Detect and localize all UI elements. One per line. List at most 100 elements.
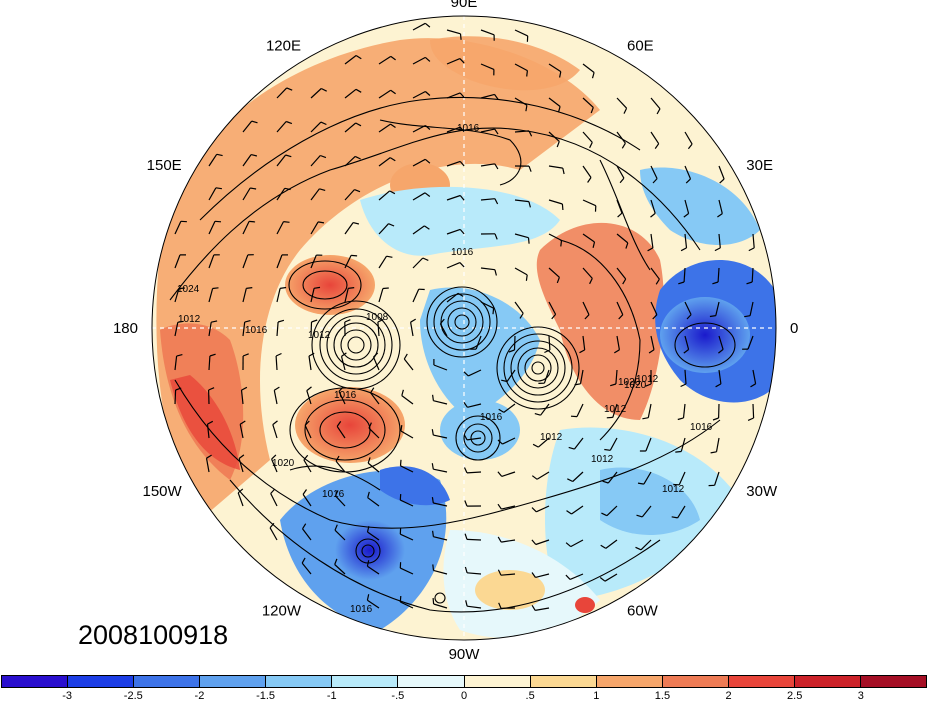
isobar-label: 1012 xyxy=(604,404,627,415)
wind-barb xyxy=(433,364,448,371)
wind-barb-flag xyxy=(388,223,395,227)
wind-barb-flag xyxy=(744,315,751,318)
wind-barb-flag xyxy=(206,454,212,459)
wind-barb xyxy=(276,154,287,167)
wind-barb xyxy=(378,89,392,99)
wind-barb xyxy=(272,424,278,439)
wind-barb-flag xyxy=(432,530,434,537)
wind-barb-flag xyxy=(275,352,282,357)
wind-barb-flag xyxy=(551,314,557,320)
wind-barb-flag xyxy=(686,314,692,320)
wind-barb xyxy=(340,356,346,371)
wind-barb-flag xyxy=(602,480,609,484)
wind-barb-flag xyxy=(635,546,642,551)
wind-barb xyxy=(310,321,313,337)
wind-barb-flag xyxy=(286,87,293,91)
wind-barb-flag xyxy=(561,203,564,211)
longitude-label: 60E xyxy=(627,38,654,55)
wind-barb-flag xyxy=(498,408,505,413)
wind-barb-flag xyxy=(341,352,347,357)
wind-barb xyxy=(242,154,252,167)
wind-barb xyxy=(684,165,692,180)
wind-barb xyxy=(237,492,244,507)
wind-barb-flag xyxy=(677,417,684,421)
longitude-label: 30W xyxy=(746,483,778,500)
wind-barb xyxy=(276,121,287,133)
wind-barb xyxy=(242,254,249,269)
wind-barb xyxy=(645,437,652,452)
wind-barb-flag xyxy=(544,349,551,354)
wind-barb-flag xyxy=(528,130,533,137)
wind-barb xyxy=(344,288,349,303)
wind-barb xyxy=(718,233,721,248)
wind-barb-flag xyxy=(601,512,608,517)
wind-barb-flag xyxy=(579,349,585,354)
wind-barb xyxy=(718,369,722,384)
wind-barb xyxy=(433,434,448,439)
wind-barb-flag xyxy=(637,482,645,485)
wind-barb xyxy=(378,255,388,269)
wind-barb xyxy=(276,87,288,99)
wind-barb xyxy=(378,55,392,65)
isobar-label: 1012 xyxy=(540,432,563,443)
wind-barb-flag xyxy=(464,500,468,507)
wind-barb xyxy=(412,22,426,31)
wind-barb-flag xyxy=(459,161,465,167)
wind-barb xyxy=(276,187,286,201)
wind-barb-flag xyxy=(463,467,468,474)
wind-barb-flag xyxy=(246,287,253,289)
wind-barb-flag xyxy=(591,72,595,79)
wind-barb-flag xyxy=(498,602,502,609)
wind-barb xyxy=(344,222,354,235)
colorbar-segment xyxy=(728,676,795,687)
wind-barb-flag xyxy=(367,491,370,498)
wind-barb-flag xyxy=(531,572,536,578)
wind-barb xyxy=(242,288,247,303)
wind-barb xyxy=(439,323,448,337)
wind-barb-flag xyxy=(335,455,340,462)
anomaly-field xyxy=(152,16,776,640)
wind-barb-flag xyxy=(590,107,594,114)
wind-barb xyxy=(514,63,528,72)
colorbar-tick-label: -2 xyxy=(194,690,205,702)
wind-barb xyxy=(412,257,424,269)
wind-barb-flag xyxy=(494,128,499,135)
wind-barb xyxy=(310,88,322,99)
wind-barb-flag xyxy=(525,274,528,281)
wind-barb-flag xyxy=(367,457,371,464)
wind-barb xyxy=(344,189,355,201)
wind-barb-flag xyxy=(277,319,285,323)
wind-barb xyxy=(412,124,426,133)
wind-barb-flag xyxy=(610,383,617,387)
longitude-label: 30E xyxy=(746,157,773,174)
wind-barb-flag xyxy=(366,594,370,601)
wind-barb xyxy=(643,471,652,485)
wind-barb-flag xyxy=(348,287,355,289)
wind-barb xyxy=(400,601,414,609)
wind-barb-flag xyxy=(399,459,402,466)
wind-barb xyxy=(536,505,550,513)
isobar-label: 1016 xyxy=(350,604,373,615)
wind-barb xyxy=(446,126,461,133)
wind-barb-flag xyxy=(497,536,502,543)
wind-barb-flag xyxy=(334,490,339,497)
wind-barb xyxy=(678,471,686,486)
wind-barb-flag xyxy=(250,154,258,157)
wind-barb-flag xyxy=(425,91,431,96)
wind-barb-flag xyxy=(241,386,248,391)
wind-barb-flag xyxy=(370,387,375,394)
wind-barb-flag xyxy=(216,153,223,157)
wind-barb xyxy=(480,29,495,36)
wind-barb-flag xyxy=(373,352,379,358)
wind-barb-flag xyxy=(386,255,393,258)
wind-barb xyxy=(378,288,384,303)
wind-barb xyxy=(680,437,686,452)
wind-barb-flag xyxy=(574,383,581,386)
wind-barb xyxy=(467,437,482,441)
wind-barb xyxy=(344,88,357,99)
wind-barb xyxy=(273,390,278,405)
wind-barb-flag xyxy=(648,349,655,354)
colorbar-segment xyxy=(398,676,465,687)
wind-barb xyxy=(334,495,346,507)
wind-barb xyxy=(412,288,420,303)
